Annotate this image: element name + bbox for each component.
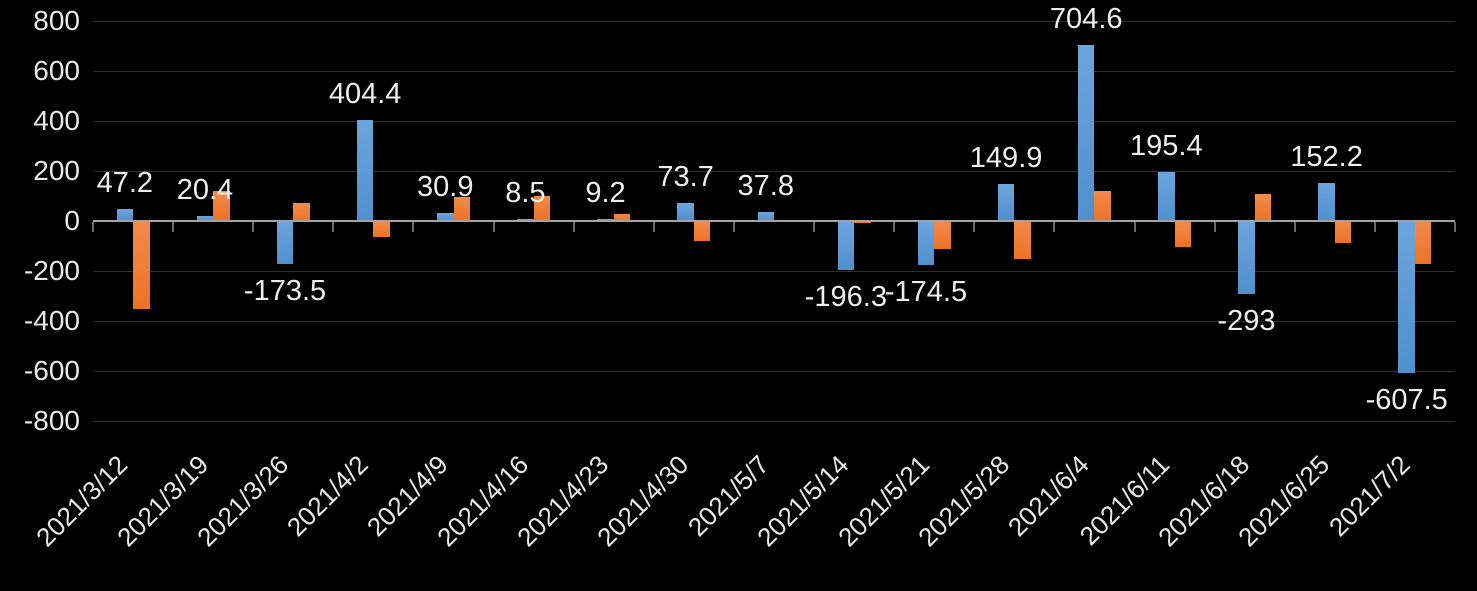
- x-axis-tick: [652, 222, 655, 232]
- data-label: 20.4: [176, 173, 234, 206]
- orange-bar-2021/5/14: [854, 221, 871, 223]
- x-axis-tick: [1053, 222, 1056, 232]
- orange-bar-2021/7/2: [1414, 221, 1432, 264]
- blue-bar-2021/4/2: [356, 119, 374, 221]
- orange-bar-2021/4/16: [533, 196, 551, 221]
- data-label: 8.5: [505, 176, 546, 209]
- data-label: 37.8: [737, 169, 794, 202]
- blue-bar-2021/3/19: [196, 215, 214, 221]
- orange-bar-2021/3/12: [133, 221, 150, 309]
- x-axis-tick: [92, 222, 94, 232]
- x-axis-tick: [252, 222, 255, 232]
- x-axis-tick: [732, 222, 735, 232]
- x-axis-tick-label: 2021/4/2: [281, 449, 374, 543]
- blue-bar-2021/6/4: [1077, 44, 1095, 221]
- y-axis-tick-label: 0: [64, 205, 80, 236]
- blue-bar-2021/4/23: [597, 218, 614, 221]
- blue-bar-2021/4/30: [677, 202, 694, 221]
- y-axis-tick-label: -400: [23, 305, 80, 336]
- blue-bar-2021/5/7: [757, 211, 774, 221]
- blue-bar-2021/6/11: [1158, 172, 1175, 221]
- blue-bar-2021/4/16: [517, 218, 534, 221]
- x-axis-tick: [412, 222, 415, 232]
- y-axis-tick-label: 600: [33, 55, 80, 86]
- x-axis-tick: [1133, 222, 1136, 232]
- blue-bar-2021/4/9: [437, 213, 454, 221]
- x-axis-tick: [813, 222, 816, 232]
- x-axis-tick: [893, 222, 896, 232]
- data-label: 47.2: [96, 167, 154, 200]
- data-label: 404.4: [328, 77, 402, 110]
- y-axis-tick-label: 400: [33, 105, 80, 136]
- x-axis-tick: [332, 222, 335, 232]
- data-label: 73.7: [657, 160, 714, 193]
- data-label: -293: [1217, 305, 1276, 338]
- data-label: 704.6: [1049, 2, 1123, 35]
- gridline: [93, 271, 1455, 272]
- orange-bar-2021/4/9: [453, 197, 471, 221]
- blue-bar-2021/6/25: [1318, 182, 1335, 221]
- x-axis-tick: [492, 222, 495, 232]
- gridline: [93, 171, 1455, 172]
- orange-bar-2021/3/26: [293, 202, 310, 221]
- data-label: -196.3: [804, 281, 887, 314]
- data-label: 195.4: [1130, 130, 1203, 163]
- orange-bar-2021/6/11: [1174, 221, 1192, 247]
- blue-bar-2021/5/21: [917, 221, 935, 265]
- data-label: -174.5: [884, 275, 968, 308]
- data-label: 9.2: [585, 176, 626, 209]
- orange-bar-2021/6/18: [1254, 194, 1272, 221]
- data-label: 149.9: [969, 141, 1043, 174]
- y-axis-tick-label: 200: [33, 155, 80, 186]
- x-axis-tick: [172, 222, 175, 232]
- orange-bar-2021/6/4: [1094, 191, 1111, 221]
- blue-bar-2021/3/12: [116, 209, 134, 221]
- zero-axis-line: [93, 220, 1455, 222]
- gridline: [93, 71, 1455, 72]
- gridline: [93, 321, 1455, 322]
- blue-bar-2021/6/18: [1238, 221, 1255, 295]
- y-axis-tick-label: -200: [23, 255, 80, 286]
- blue-bar-2021/7/2: [1398, 221, 1415, 373]
- data-label: 152.2: [1290, 140, 1363, 173]
- blue-bar-2021/5/28: [997, 183, 1015, 221]
- blue-bar-2021/3/26: [276, 221, 294, 265]
- orange-bar-2021/4/2: [373, 221, 390, 237]
- orange-bar-2021/5/21: [934, 221, 951, 249]
- gridline: [93, 371, 1455, 372]
- orange-bar-2021/3/19: [213, 191, 230, 221]
- y-axis-tick-label: 800: [33, 5, 80, 36]
- x-axis-tick: [973, 222, 976, 232]
- x-axis-tick: [1293, 222, 1296, 232]
- x-axis-tick: [572, 222, 575, 232]
- blue-bar-2021/5/14: [837, 221, 855, 271]
- x-axis-tick-label: 2021/7/2: [1322, 449, 1416, 543]
- data-label: -607.5: [1365, 383, 1448, 416]
- data-label: 30.9: [417, 171, 474, 204]
- orange-bar-2021/4/30: [693, 221, 711, 241]
- data-label: -173.5: [243, 275, 327, 308]
- x-axis-tick: [1454, 222, 1456, 232]
- x-axis-tick: [1213, 222, 1216, 232]
- gridline: [93, 121, 1455, 122]
- y-axis-tick-label: -600: [23, 355, 80, 386]
- gridline: [93, 21, 1455, 22]
- orange-bar-2021/5/28: [1014, 221, 1031, 259]
- orange-bar-2021/6/25: [1334, 221, 1352, 244]
- gridline: [93, 421, 1455, 422]
- y-axis-tick-label: -800: [23, 405, 80, 436]
- orange-bar-2021/4/23: [613, 213, 631, 221]
- x-axis-tick: [1373, 222, 1376, 232]
